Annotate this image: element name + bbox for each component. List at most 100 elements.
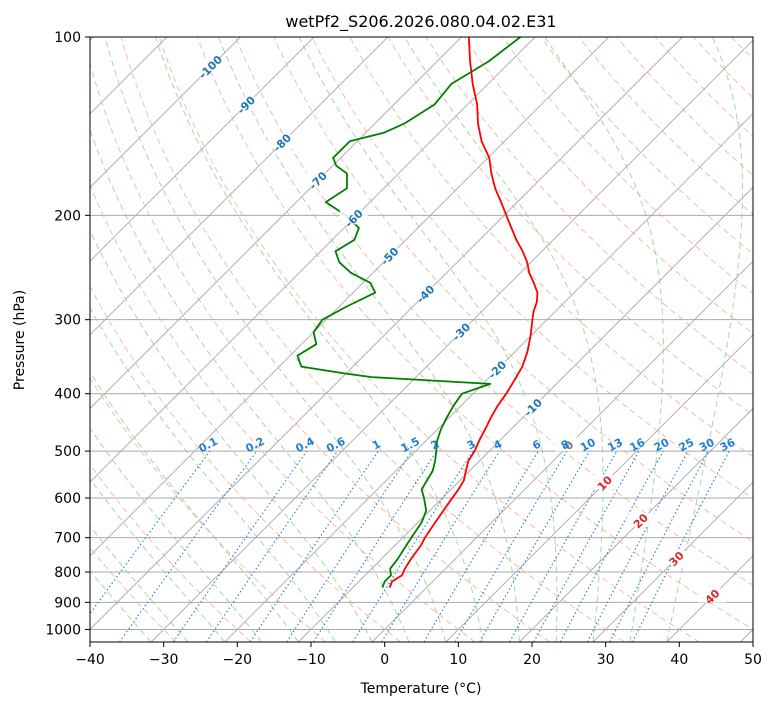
dry-adiabat	[616, 37, 753, 176]
mixing-ratio-line	[286, 450, 413, 642]
isotherm-label-bg	[626, 512, 655, 527]
moist-adiabat	[90, 371, 299, 642]
dry-adiabat	[90, 463, 252, 642]
isotherm-label-bg	[339, 210, 368, 225]
isotherm-label-bg	[268, 134, 297, 149]
moist-adiabat	[90, 306, 336, 642]
isotherm-line	[150, 39, 753, 642]
isotherm-label-bg	[232, 96, 261, 111]
dry-adiabat	[387, 37, 753, 416]
y-tick-label: 100	[54, 30, 81, 46]
y-axis: 100 200 300 400 500 600 700 800 900 1000	[45, 30, 90, 638]
x-tick-label: −40	[75, 652, 105, 668]
y-tick-label: 1000	[45, 622, 81, 638]
x-tick-label: −30	[149, 652, 179, 668]
isotherm-label-bg	[519, 399, 548, 414]
y-tick-label: 500	[54, 444, 81, 460]
dry-adiabat	[120, 37, 625, 642]
mixing-ratio-line	[559, 450, 664, 642]
moist-adiabat	[104, 37, 447, 642]
mixing-ratio-line	[632, 450, 730, 642]
isotherm-label-bg	[662, 550, 691, 565]
isotherm-line	[90, 37, 610, 557]
y-tick-label: 300	[54, 313, 81, 329]
mixing-ratio-label: 16	[628, 436, 648, 455]
mixing-ratio-label: 13	[605, 436, 625, 455]
y-tick-label: 900	[54, 595, 81, 611]
isotherm-label-bg	[698, 588, 727, 603]
x-tick-label: 10	[449, 652, 467, 668]
dry-adiabat	[273, 37, 753, 543]
x-axis-label: Temperature (°C)	[360, 681, 482, 697]
isotherm-line	[519, 407, 753, 642]
mixing-ratio-label: 25	[677, 436, 697, 455]
moist-adiabat	[90, 525, 189, 642]
mixing-ratio-line	[90, 450, 211, 615]
isotherm-label-bg	[375, 248, 404, 263]
isotherm-label-bg	[554, 437, 583, 452]
dry-adiabat	[90, 285, 401, 642]
x-axis: −40 −30 −20 −10 0 10 20 30 40 50	[75, 642, 762, 668]
isotherm-line	[592, 481, 753, 642]
dry-adiabat	[196, 37, 753, 630]
dry-adiabat	[540, 37, 753, 255]
x-tick-label: 50	[744, 652, 762, 668]
mixing-ratio-label: 10	[578, 436, 598, 455]
isotherm-line	[90, 37, 683, 631]
mixing-ratio-line	[509, 450, 618, 642]
x-tick-label: 30	[597, 652, 615, 668]
x-tick-label: −20	[223, 652, 253, 668]
dry-adiabat	[235, 37, 753, 586]
dry-adiabat	[425, 37, 753, 375]
moist-adiabat	[666, 37, 743, 642]
y-tick-label: 600	[54, 491, 81, 507]
y-tick-label: 200	[54, 208, 81, 224]
moist-adiabat	[218, 37, 520, 642]
isotherm-label-bg	[590, 475, 619, 490]
isotherm-line	[371, 260, 753, 642]
chart-title: wetPf2_S206.2026.080.04.02.E31	[285, 12, 556, 32]
mixing-ratio-line	[352, 450, 474, 642]
mixing-ratio-line	[313, 450, 438, 642]
y-tick-label: 400	[54, 387, 81, 403]
y-tick-label: 800	[54, 565, 81, 581]
isotherm-label-bg	[303, 172, 332, 187]
mixing-ratio-line	[533, 450, 640, 642]
x-tick-label: 0	[380, 652, 389, 668]
isotherm-label-bg	[196, 59, 225, 74]
mixing-ratio-line	[119, 450, 258, 642]
mixing-ratio-labels: 0.1 0.2 0.4 0.6 1 1.5 2 3 4 6 8 10 13 16 20 25 30 36	[197, 435, 738, 456]
y-axis-label: Pressure (hPa)	[12, 290, 28, 390]
mixing-ratio-line	[172, 450, 308, 642]
sounding-profiles	[296, 37, 539, 588]
plot-frame	[89, 36, 754, 643]
moist-adiabat	[90, 478, 226, 642]
moist-adiabat	[90, 569, 152, 642]
moist-adiabat	[155, 37, 484, 642]
x-tick-label: 40	[670, 652, 688, 668]
moist-adiabat	[544, 37, 664, 642]
x-tick-label: 20	[523, 652, 541, 668]
mixing-ratio-line	[381, 450, 500, 642]
mixing-ratio-line	[249, 450, 379, 642]
mixing-ratio-line	[205, 450, 338, 642]
dry-adiabat	[349, 37, 753, 458]
isotherm-line	[90, 37, 315, 262]
dry-adiabat	[90, 62, 551, 642]
x-tick-label: −10	[296, 652, 326, 668]
moist-adiabat	[90, 229, 373, 642]
temperature-line	[388, 37, 539, 588]
isotherm-label-bg	[447, 323, 476, 338]
y-tick-label: 700	[54, 531, 81, 547]
dry-adiabat	[158, 37, 700, 642]
isotherm-line	[445, 334, 753, 642]
mixing-ratio-label: 30	[697, 436, 717, 455]
mixing-ratio-label: 20	[652, 436, 672, 455]
isotherm-label-bg	[411, 285, 440, 300]
moist-adiabat	[90, 128, 410, 642]
dewpoint-line	[296, 37, 521, 588]
isotherm-line	[90, 37, 536, 483]
background-grid	[90, 37, 753, 642]
